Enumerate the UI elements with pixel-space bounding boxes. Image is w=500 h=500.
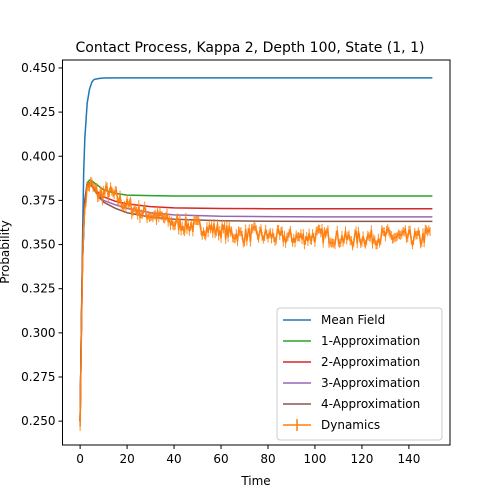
x-tick-label: 0 — [76, 452, 84, 466]
plot-frame — [62, 59, 451, 446]
x-tick-label: 20 — [119, 452, 134, 466]
legend-label: 3-Approximation — [321, 376, 420, 390]
y-tick-label: 0.250 — [21, 414, 55, 428]
x-tick-label: 40 — [166, 452, 181, 466]
legend-box — [276, 307, 443, 441]
legend-item-mean-field: Mean Field — [283, 313, 385, 327]
chart-title: Contact Process, Kappa 2, Depth 100, Sta… — [76, 40, 425, 56]
x-tick-label: 80 — [260, 452, 275, 466]
y-tick-label: 0.450 — [21, 61, 55, 75]
legend: Mean Field 1-Approximation 2-Approximation… — [276, 307, 443, 441]
legend-item-dynamics: Dynamics — [283, 418, 380, 432]
y-tick-label: 0.375 — [21, 193, 55, 207]
y-tick-label: 0.325 — [21, 282, 55, 296]
series-line-dynamics — [79, 180, 431, 427]
y-tick-label: 0.425 — [21, 105, 55, 119]
y-tick-label: 0.300 — [21, 326, 55, 340]
x-tick-label: 100 — [304, 452, 327, 466]
legend-item-1-approximation: 1-Approximation — [283, 334, 420, 348]
legend-label: Dynamics — [321, 418, 380, 432]
y-tick-label: 0.400 — [21, 149, 55, 163]
legend-label: 1-Approximation — [321, 334, 420, 348]
y-axis-label: Probability — [0, 220, 12, 283]
y-tick-label: 0.275 — [21, 370, 55, 384]
legend-item-4-approximation: 4-Approximation — [283, 397, 420, 411]
x-axis: 0 20 40 60 80 100 120 140 — [76, 445, 420, 466]
x-tick-label: 140 — [397, 452, 420, 466]
legend-label: Mean Field — [321, 313, 385, 327]
legend-item-2-approximation: 2-Approximation — [283, 355, 420, 369]
x-tick-label: 60 — [213, 452, 228, 466]
legend-label: 2-Approximation — [321, 355, 420, 369]
y-axis: 0.250 0.275 0.300 0.325 0.350 0.375 0.400 0.425… — [21, 61, 63, 428]
legend-item-3-approximation: 3-Approximation — [283, 376, 420, 390]
series-layer — [79, 77, 433, 431]
y-tick-label: 0.350 — [21, 238, 55, 252]
x-axis-label: Time — [240, 474, 270, 488]
legend-label: 4-Approximation — [321, 397, 420, 411]
x-tick-label: 120 — [350, 452, 373, 466]
series-dynamics — [79, 176, 431, 431]
